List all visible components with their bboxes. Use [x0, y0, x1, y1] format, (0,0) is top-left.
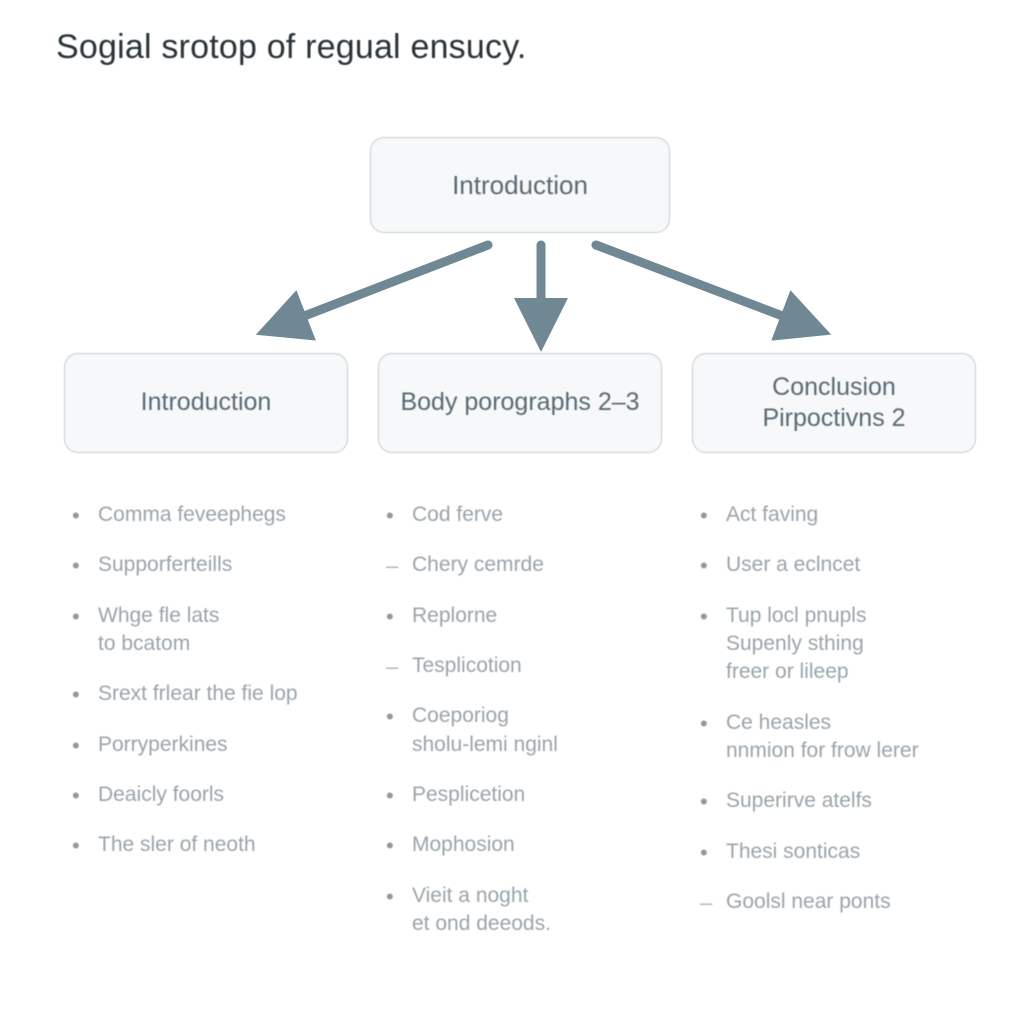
list-item: Pesplicetion	[384, 781, 662, 809]
arrow-left	[281, 245, 488, 325]
arrows-svg	[56, 233, 1024, 353]
list-item: Supporferteills	[70, 551, 348, 579]
list-item: Replorne	[384, 602, 662, 630]
list-item: Comma feveephegs	[70, 501, 348, 529]
root-node-wrap: Introduction	[56, 137, 984, 233]
list-item: Deaicly foorls	[70, 781, 348, 809]
list-item: Vieit a noght et ond deeods.	[384, 882, 662, 939]
list-item: Tesplicotion	[384, 652, 662, 680]
list-item: Chery cemrde	[384, 551, 662, 579]
list-item: Thesi sonticas	[698, 838, 976, 866]
arrow-right	[596, 245, 806, 325]
child-node-1-label: Body porographs 2–3	[400, 387, 639, 418]
child-node-2-label: Conclusion Pirpoctivns 2	[762, 372, 905, 435]
list-item: Act faving	[698, 501, 976, 529]
bullets-0: Comma feveephegs Supporferteills Whge fle …	[64, 501, 348, 860]
list-item: Tup locl pnupls Supenly sthing freer or …	[698, 602, 976, 687]
children-row: Introduction Body porographs 2–3 Conclus…	[56, 353, 984, 453]
arrow-row	[56, 233, 984, 353]
root-node-label: Introduction	[452, 169, 588, 202]
bullets-1: Cod ferve Chery cemrde Replorne Tesplicotio…	[378, 501, 662, 938]
page: Sogial srotop of regual ensucy. Introduc…	[0, 0, 1024, 1024]
lists-row: Comma feveephegs Supporferteills Whge fle …	[56, 453, 984, 960]
list-item: Mophosion	[384, 831, 662, 859]
list-item: User a eclncet	[698, 551, 976, 579]
list-item: The sler of neoth	[70, 831, 348, 859]
list-item: Coeporiog sholu-lemi nginl	[384, 702, 662, 759]
child-node-0: Introduction	[64, 353, 348, 453]
page-title: Sogial srotop of regual ensucy.	[56, 28, 984, 67]
list-item: Whge fle lats to bcatom	[70, 602, 348, 659]
col-1: Cod ferve Chery cemrde Replorne Tesplicotio…	[378, 501, 662, 960]
root-node: Introduction	[370, 137, 670, 233]
child-node-1: Body porographs 2–3	[378, 353, 662, 453]
list-item: Superirve atelfs	[698, 787, 976, 815]
child-node-0-label: Introduction	[141, 387, 272, 418]
child-node-2: Conclusion Pirpoctivns 2	[692, 353, 976, 453]
list-item: Cod ferve	[384, 501, 662, 529]
list-item: Porryperkines	[70, 731, 348, 759]
col-0: Comma feveephegs Supporferteills Whge fle …	[64, 501, 348, 960]
list-item: Goolsl near ponts	[698, 888, 976, 916]
list-item: Srext frlear the fie lop	[70, 680, 348, 708]
list-item: Ce heasles nnmion for frow lerer	[698, 709, 976, 766]
col-2: Act faving User a eclncet Tup locl pnupls …	[692, 501, 976, 960]
bullets-2: Act faving User a eclncet Tup locl pnupls …	[692, 501, 976, 916]
